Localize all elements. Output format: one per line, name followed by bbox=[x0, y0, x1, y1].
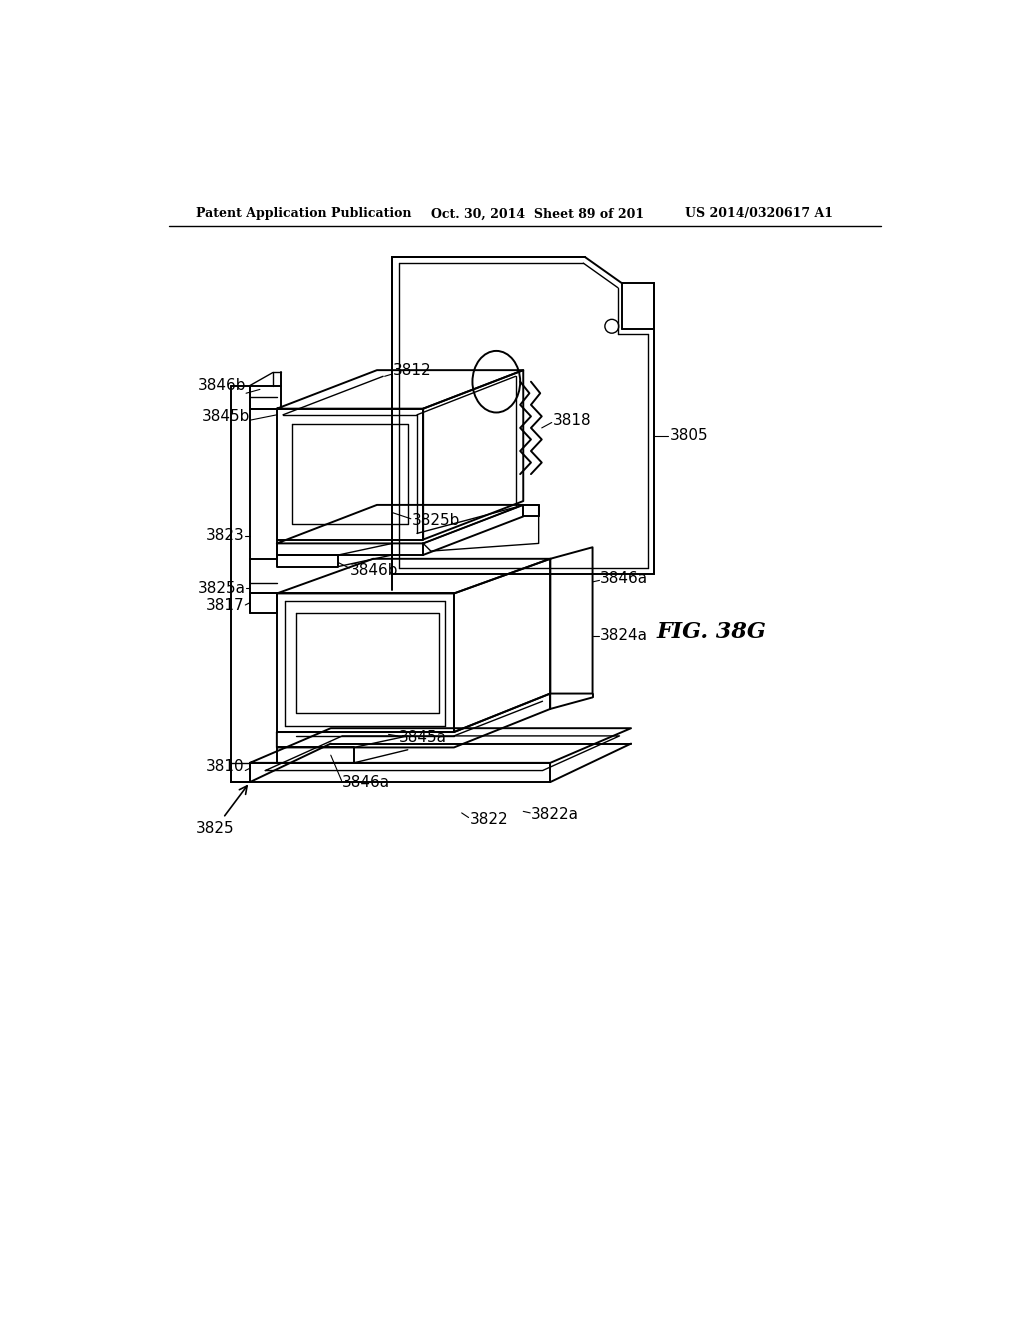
Text: 3822: 3822 bbox=[469, 812, 508, 826]
Text: 3823: 3823 bbox=[206, 528, 245, 544]
Text: 3824a: 3824a bbox=[600, 628, 648, 643]
Text: 3810: 3810 bbox=[206, 759, 245, 775]
Text: 3825a: 3825a bbox=[198, 581, 246, 595]
Text: US 2014/0320617 A1: US 2014/0320617 A1 bbox=[685, 207, 833, 220]
Text: 3822a: 3822a bbox=[531, 807, 579, 822]
Text: 3805: 3805 bbox=[670, 428, 709, 444]
Text: 3825b: 3825b bbox=[412, 512, 460, 528]
Text: Oct. 30, 2014  Sheet 89 of 201: Oct. 30, 2014 Sheet 89 of 201 bbox=[431, 207, 644, 220]
Text: 3846b: 3846b bbox=[198, 378, 246, 393]
Text: 3846b: 3846b bbox=[350, 562, 398, 578]
Text: 3817: 3817 bbox=[206, 598, 245, 612]
Text: Patent Application Publication: Patent Application Publication bbox=[196, 207, 412, 220]
Text: FIG. 38G: FIG. 38G bbox=[657, 620, 767, 643]
Text: 3825: 3825 bbox=[196, 785, 247, 836]
Text: 3845b: 3845b bbox=[202, 409, 250, 424]
Text: 3845a: 3845a bbox=[398, 730, 446, 744]
Text: 3846a: 3846a bbox=[342, 775, 390, 789]
Text: 3846a: 3846a bbox=[600, 570, 648, 586]
Text: 3818: 3818 bbox=[553, 413, 591, 428]
Text: 3812: 3812 bbox=[392, 363, 431, 378]
